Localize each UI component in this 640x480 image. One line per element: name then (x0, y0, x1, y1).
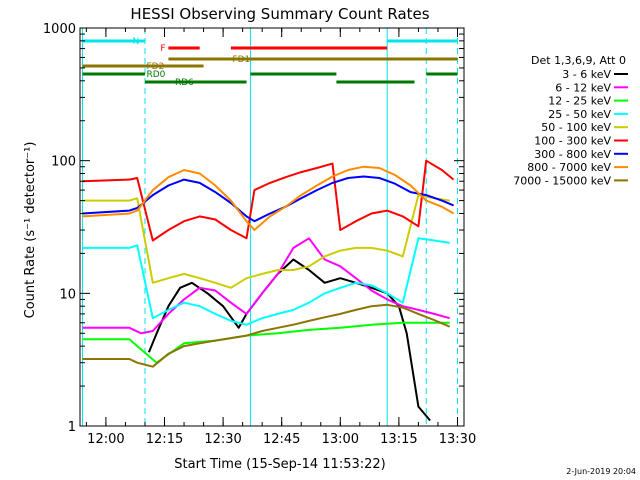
legend-label-4: 50 - 100 keV (541, 121, 611, 134)
series-line-8 (82, 303, 451, 368)
y-tick-label: 1 (68, 420, 76, 435)
legend-label-5: 100 - 300 keV (534, 135, 611, 148)
legend-label-0: 3 - 6 keV (562, 68, 611, 81)
legend-title: Det 1,3,6,9, Att 0 (531, 54, 626, 67)
x-tick-label: 12:30 (204, 432, 241, 447)
series-line-3 (82, 237, 450, 326)
flag-label-fd1: FD1 (232, 55, 250, 65)
flag-label-rd0: RD0 (146, 70, 165, 80)
flag-label-f: F (160, 44, 165, 54)
flag-label-rd6: RD6 (175, 78, 194, 88)
legend-label-6: 300 - 800 keV (534, 148, 611, 161)
series-line-6 (82, 175, 454, 223)
x-tick-label: 12:15 (146, 432, 183, 447)
series-line-4 (82, 194, 450, 289)
series-line-0 (147, 258, 431, 422)
x-tick-label: 13:30 (439, 432, 476, 447)
plot-frame (79, 27, 465, 427)
legend-label-7: 800 - 7000 keV (527, 161, 611, 174)
flag-label-n: N (132, 37, 139, 47)
x-tick-label: 13:00 (322, 432, 359, 447)
y-tick-label: 100 (51, 155, 76, 170)
footer-date: 2-Jun-2019 20:04 (566, 467, 636, 476)
x-tick-label: 13:15 (380, 432, 417, 447)
series-line-7 (82, 165, 455, 231)
x-axis: 12:00 12:15 12:30 12:45 13:00 13:15 13:30 (85, 28, 476, 447)
x-axis-label: Start Time (15-Sep-14 11:53:22) (174, 457, 385, 472)
legend-label-8: 7000 - 15000 keV (513, 174, 611, 187)
y-tick-label: 1000 (43, 22, 76, 37)
legend-label-2: 12 - 25 keV (548, 95, 611, 108)
y-tick-label: 10 (59, 287, 76, 302)
y-axis-label: Count Rate (s⁻¹ detector⁻¹) (23, 142, 38, 319)
chart-title: HESSI Observing Summary Count Rates (130, 5, 429, 23)
series-line-5 (82, 159, 455, 242)
legend-label-1: 6 - 12 keV (555, 81, 611, 94)
legend-label-3: 25 - 50 keV (548, 108, 611, 121)
flag-label-fd2: FD2 (146, 62, 164, 72)
series-line-1 (82, 237, 450, 335)
x-tick-label: 12:45 (263, 432, 300, 447)
y-axis: 1 10 100 1000 (43, 22, 464, 435)
series-line-2 (82, 321, 450, 364)
x-tick-label: 12:00 (87, 432, 124, 447)
